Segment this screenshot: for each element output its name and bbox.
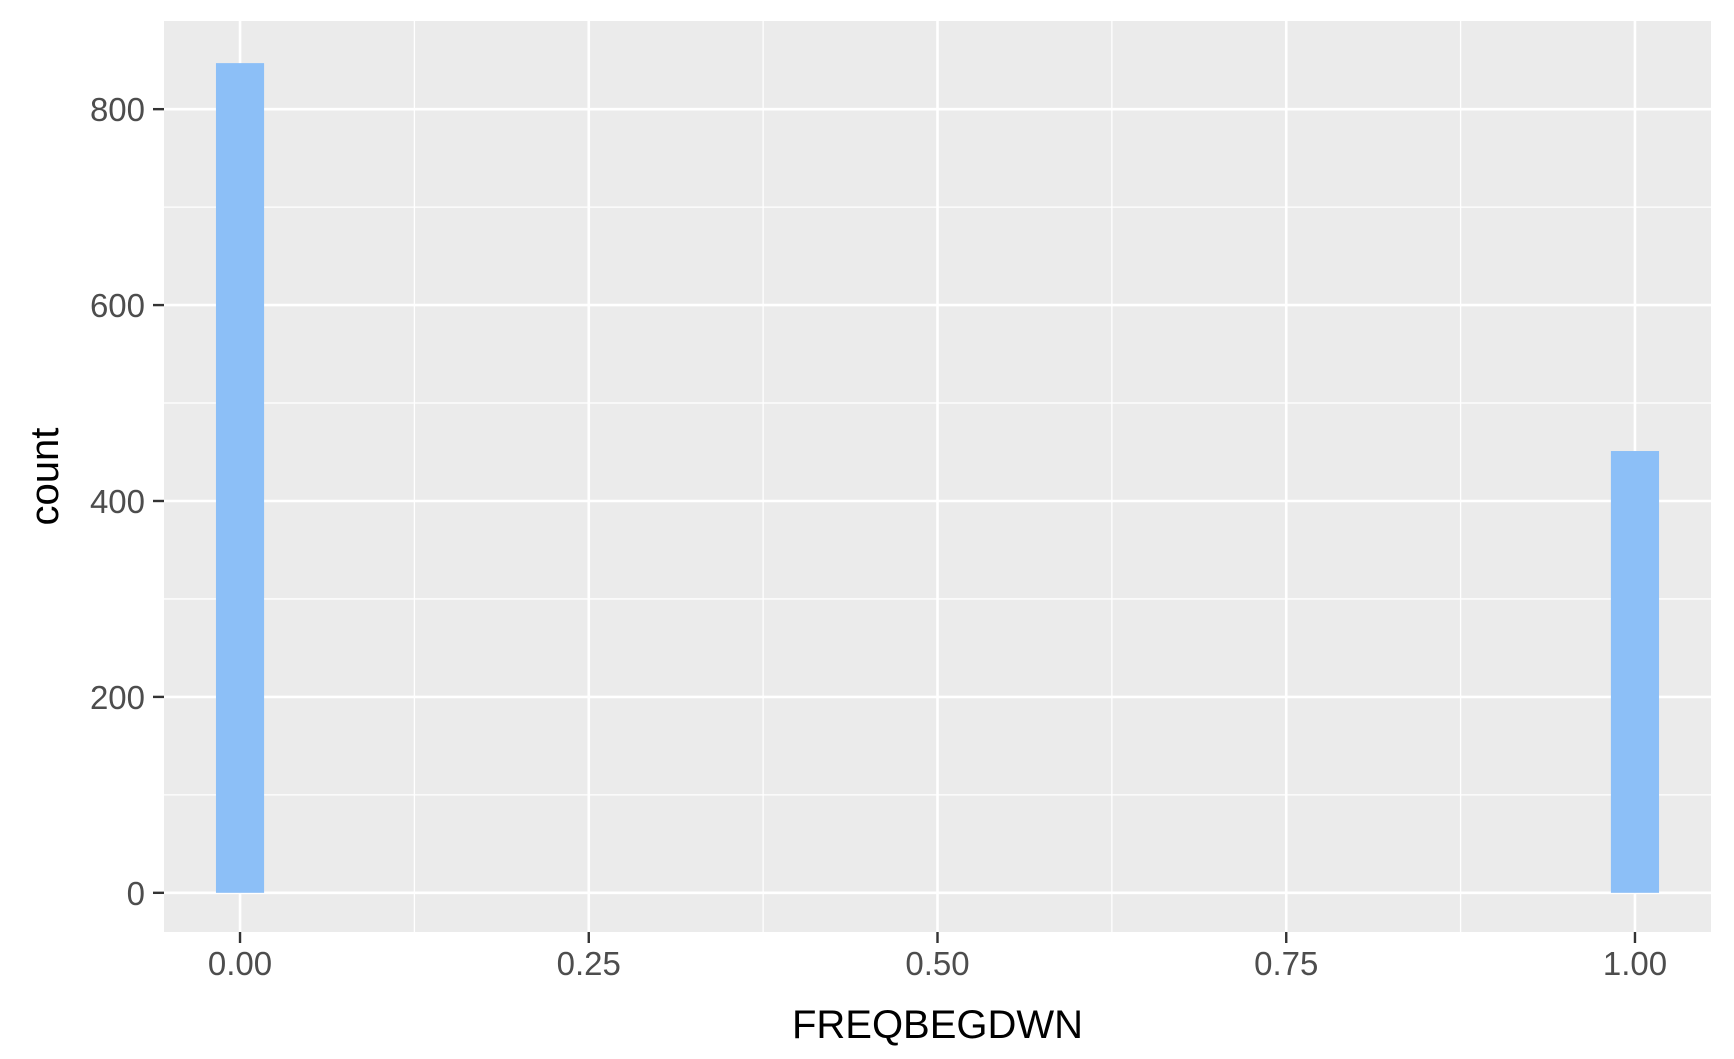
- bars: [215, 63, 1660, 893]
- histogram-bar: [215, 63, 265, 893]
- y-axis-title: count: [23, 428, 67, 526]
- x-tick-label: 0.50: [905, 945, 969, 982]
- histogram-bar: [1610, 451, 1660, 893]
- y-tick-label: 600: [90, 287, 145, 324]
- y-tick-label: 800: [90, 91, 145, 128]
- y-axis: 0 200 400 600 800: [90, 91, 164, 912]
- y-tick-label: 400: [90, 483, 145, 520]
- x-tick-label: 0.75: [1254, 945, 1318, 982]
- x-tick-label: 1.00: [1603, 945, 1667, 982]
- x-axis: 0.00 0.25 0.50 0.75 1.00: [208, 932, 1667, 982]
- y-tick-label: 0: [127, 875, 145, 912]
- x-tick-label: 0.00: [208, 945, 272, 982]
- x-tick-label: 0.25: [557, 945, 621, 982]
- x-axis-title: FREQBEGDWN: [792, 1003, 1083, 1047]
- y-tick-label: 200: [90, 679, 145, 716]
